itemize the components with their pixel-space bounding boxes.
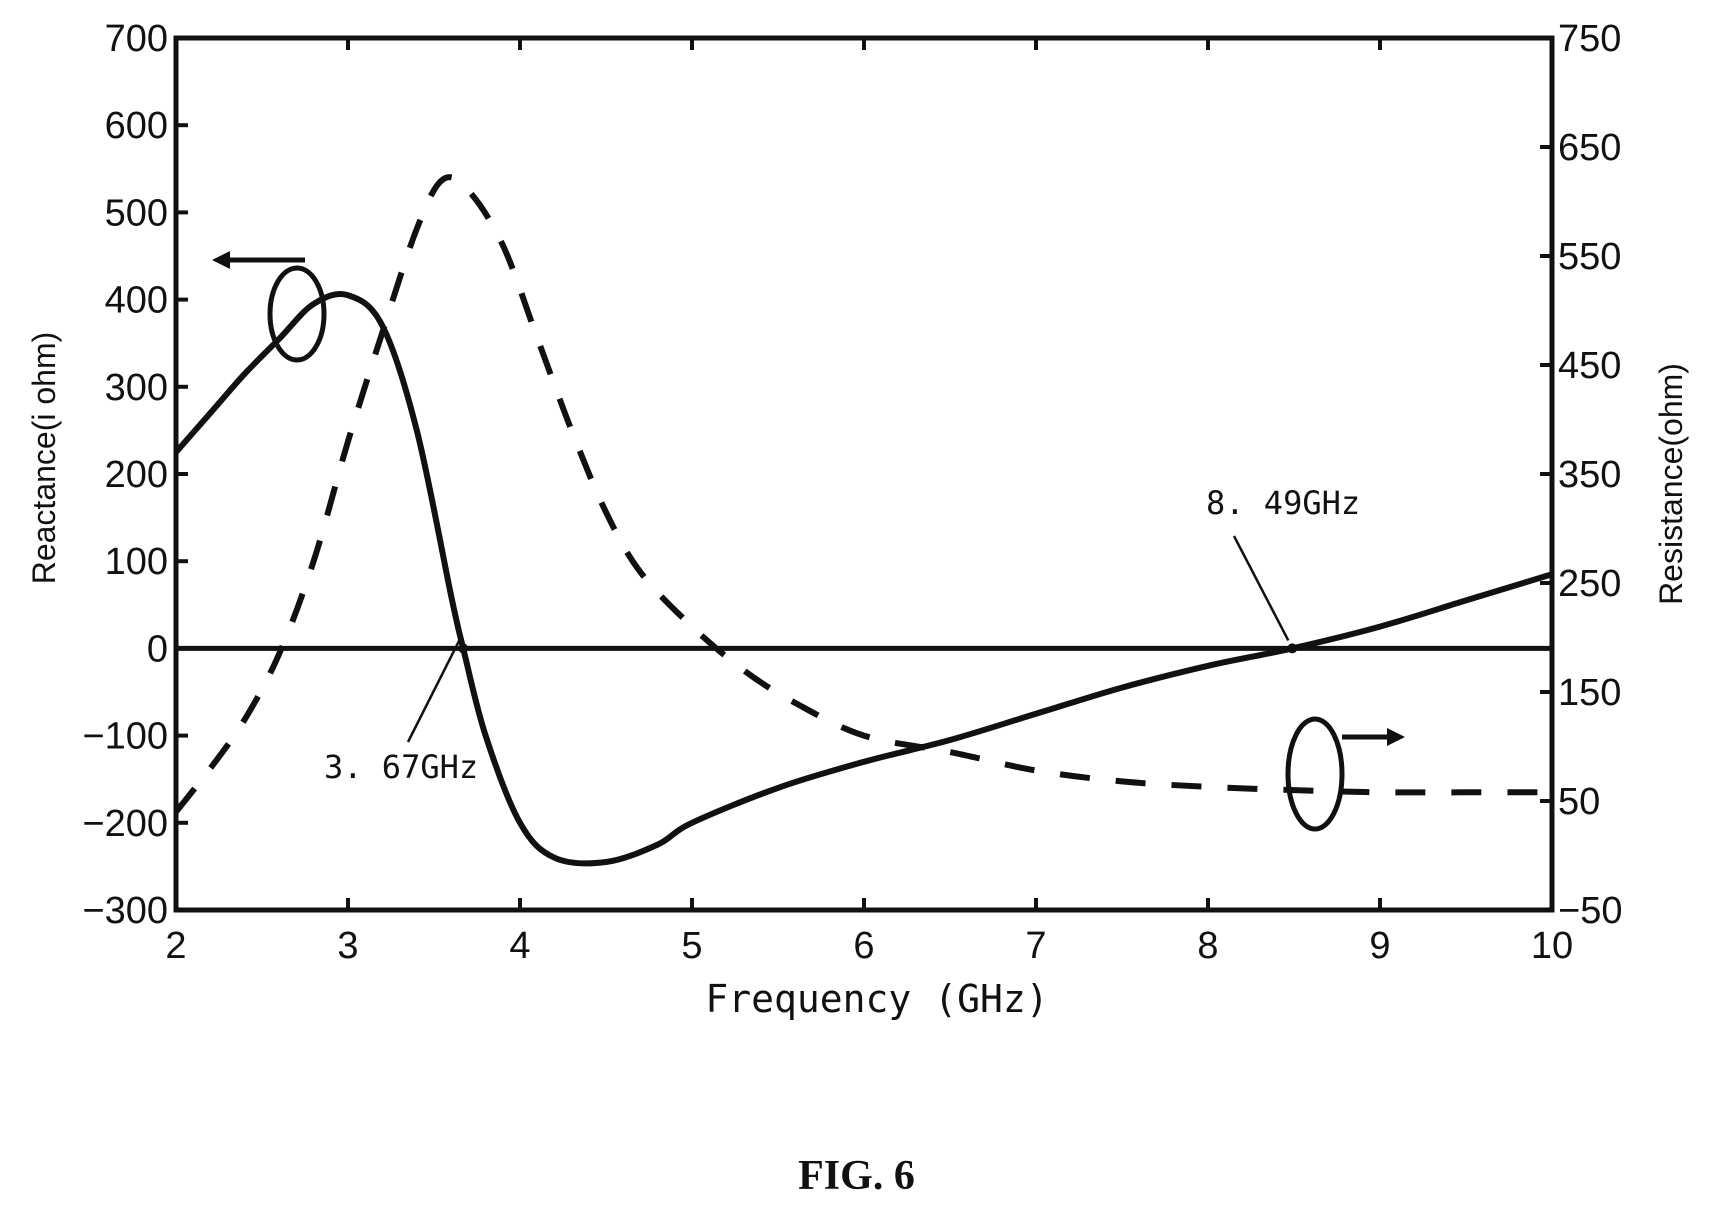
x-tick-label: 6	[853, 925, 874, 967]
reactance-series-line	[173, 291, 1553, 867]
callout-label: 8. 49GHz	[1206, 484, 1360, 522]
y-left-tick-label: −200	[82, 803, 168, 845]
reactance-axis-arrowhead	[212, 251, 230, 269]
callout-leader-line	[1232, 535, 1290, 641]
series-group	[173, 174, 1553, 867]
y-left-tick-label: −100	[82, 716, 168, 758]
x-axis-label: Frequency (GHz)	[705, 977, 1048, 1021]
y-right-tick-label: 350	[1558, 454, 1621, 496]
y-axis-left-label: Reactance(i ohm)	[26, 332, 62, 585]
x-tick-label: 5	[681, 925, 702, 967]
callout-point	[458, 643, 469, 654]
y-left-tick-label: 0	[147, 628, 168, 670]
callout-leader-line	[406, 639, 461, 743]
y-left-tick-label: 600	[105, 105, 168, 147]
y-left-tick-label: 100	[105, 541, 168, 583]
y-right-tick-label: 650	[1558, 127, 1621, 169]
annotations-group: 3. 67GHz 8. 49GHz	[212, 251, 1405, 832]
y-right-tick-label: 750	[1558, 18, 1621, 60]
y-right-tick-label: −50	[1558, 890, 1622, 932]
y-left-tick-label: 300	[105, 367, 168, 409]
figure-caption: FIG. 6	[798, 1153, 915, 1199]
y-left-tick-label: 200	[105, 454, 168, 496]
y-axis-right-label: Resistance(ohm)	[1653, 363, 1689, 605]
x-tick-label: 9	[1369, 925, 1390, 967]
x-tick-label: 3	[337, 925, 358, 967]
axis-ticks: 2 3 4 5 6 7 8 9 10 −300 −200 −100 0 100 200 300 400 500 60…	[82, 18, 1622, 967]
y-right-tick-label: 150	[1558, 672, 1621, 714]
x-tick-label: 8	[1197, 925, 1218, 967]
y-left-tick-label: −300	[82, 890, 168, 932]
x-tick-label: 4	[509, 925, 530, 967]
x-tick-label: 2	[165, 925, 186, 967]
x-tick-label: 10	[1531, 925, 1573, 967]
y-left-tick-label: 500	[105, 192, 168, 234]
y-left-tick-label: 700	[105, 18, 168, 60]
resistance-axis-ellipse	[1285, 716, 1345, 832]
y-left-tick-label: 400	[105, 280, 168, 322]
y-right-tick-label: 50	[1558, 781, 1600, 823]
callout-label: 3. 67GHz	[324, 748, 478, 786]
reactance-axis-ellipse	[267, 265, 327, 363]
y-right-tick-label: 450	[1558, 345, 1621, 387]
y-right-tick-label: 550	[1558, 236, 1621, 278]
resistance-axis-arrowhead	[1387, 728, 1405, 746]
resistance-series-line	[173, 174, 1552, 814]
callout-point	[1287, 643, 1298, 654]
x-tick-label: 7	[1025, 925, 1046, 967]
y-right-tick-label: 250	[1558, 563, 1621, 605]
